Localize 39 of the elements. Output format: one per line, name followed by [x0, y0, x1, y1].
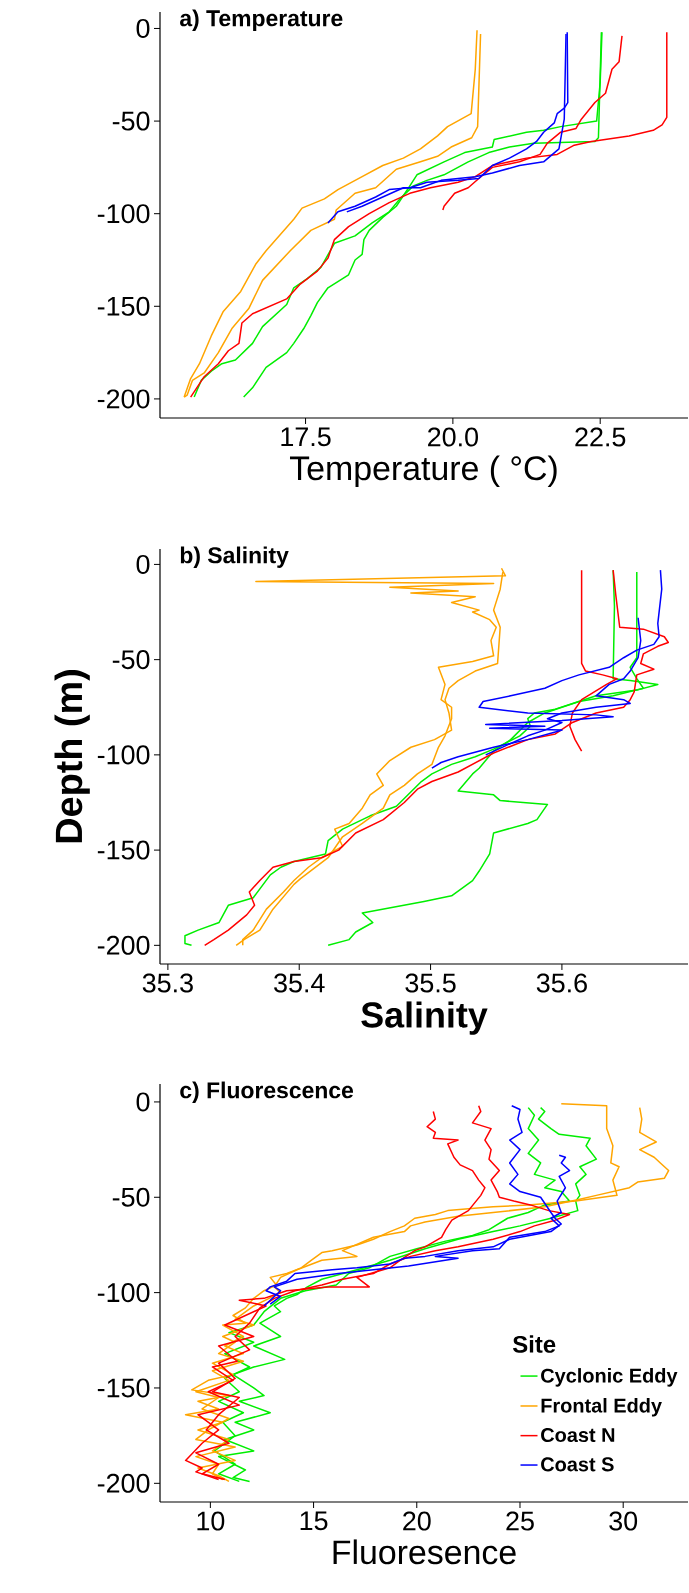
x-tick-label: 35.3 [142, 973, 193, 993]
x-tick-label: 22.5 [575, 427, 626, 447]
y-tick-label: 0 [136, 1092, 150, 1112]
x-tick-label: 35.5 [405, 973, 456, 993]
legend-label: Cyclonic Eddy [541, 1368, 678, 1387]
x-tick-label: 20 [403, 1511, 431, 1531]
y-tick-label: -100 [97, 204, 150, 224]
chart-title: c) Fluorescence [180, 1081, 354, 1103]
y-tick-label: -150 [97, 1378, 150, 1398]
x-tick-label: 35.6 [536, 973, 587, 993]
x-tick-label: 30 [609, 1511, 638, 1531]
x-tick-label: 17.5 [281, 427, 331, 447]
y-tick-label: -50 [112, 650, 150, 670]
legend-title: Site [512, 1335, 556, 1353]
y-tick-label: -50 [112, 111, 150, 131]
legend-label: Coast N [541, 1427, 615, 1443]
y-tick-label: -200 [97, 1473, 150, 1493]
chart-title: b) Salinity [180, 546, 289, 568]
x-axis-title: Salinity [361, 1001, 488, 1035]
x-tick-label: 35.4 [274, 973, 325, 993]
legend-label: Frontal Eddy [541, 1398, 662, 1417]
y-axis-title: Depth (m) [54, 670, 90, 843]
y-tick-label: -200 [97, 389, 150, 409]
y-tick-label: 0 [136, 18, 150, 38]
y-tick-label: -50 [112, 1187, 150, 1207]
y-tick-label: -150 [97, 296, 150, 316]
x-axis-title: Temperature ( °C) [289, 455, 557, 487]
legend-label: Coast S [541, 1457, 614, 1472]
y-tick-label: -150 [97, 840, 150, 860]
x-tick-label: 15 [300, 1511, 328, 1531]
x-tick-label: 10 [197, 1511, 225, 1531]
x-tick-label: 20.0 [428, 427, 478, 447]
y-tick-label: -100 [97, 745, 150, 765]
x-axis-title: Fluoresence [333, 1539, 516, 1565]
chart-title: a) Temperature [180, 9, 343, 31]
y-tick-label: 0 [136, 554, 150, 574]
x-tick-label: 25 [506, 1511, 534, 1531]
y-tick-label: -200 [97, 935, 150, 955]
y-tick-label: -100 [97, 1283, 150, 1303]
